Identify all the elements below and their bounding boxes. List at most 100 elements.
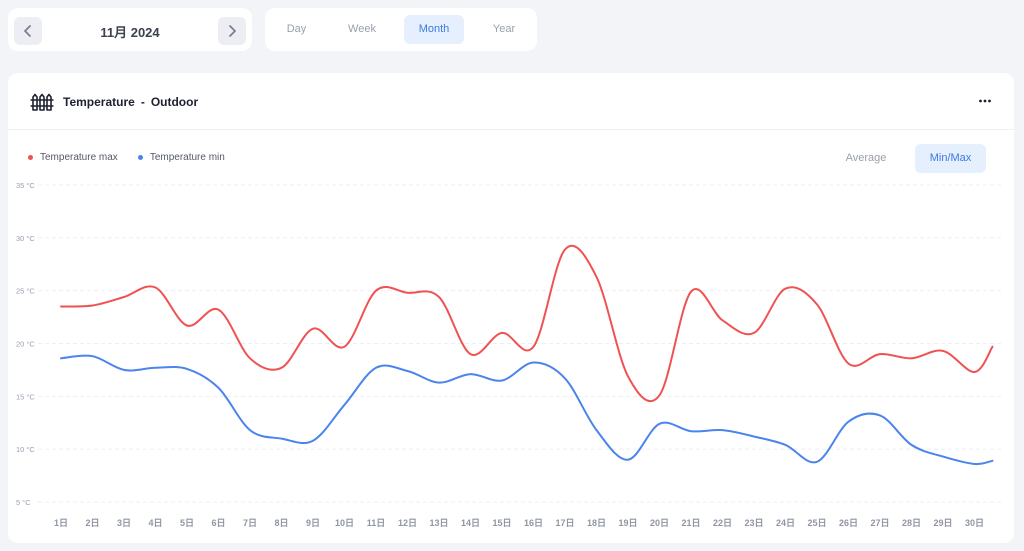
y-tick-label: 20 °C (16, 340, 35, 349)
x-tick-label: 21日 (681, 518, 700, 528)
x-tick-label: 12日 (398, 518, 417, 528)
previous-month-button[interactable] (14, 17, 42, 45)
x-tick-label: 2日 (85, 518, 99, 528)
data-point-min (122, 368, 126, 372)
x-tick-label: 1日 (54, 518, 68, 528)
data-point-max (59, 304, 63, 308)
data-point-min (657, 422, 661, 426)
legend-dot-min (137, 155, 143, 160)
data-point-max (500, 331, 504, 335)
x-tick-label: 22日 (713, 518, 732, 528)
data-point-max (468, 352, 472, 356)
tab-week[interactable]: Week (348, 23, 376, 35)
x-tick-label: 29日 (933, 518, 952, 528)
data-point-max (657, 393, 661, 397)
data-point-min (846, 419, 850, 423)
more-options-icon[interactable] (976, 92, 994, 110)
x-tick-label: 24日 (776, 518, 795, 528)
data-point-min (909, 443, 913, 447)
x-tick-label: 16日 (524, 518, 543, 528)
data-point-max (374, 288, 378, 292)
x-tick-label: 30日 (965, 518, 984, 528)
data-point-min (311, 439, 315, 443)
legend-label-max: Temperature max (40, 152, 118, 163)
x-tick-label: 17日 (555, 518, 574, 528)
tab-year[interactable]: Year (492, 23, 516, 35)
data-point-max (122, 295, 126, 299)
data-point-max (311, 327, 315, 331)
data-point-min (90, 354, 94, 358)
tab-month[interactable]: Month (404, 15, 464, 44)
x-tick-label: 19日 (618, 518, 637, 528)
data-point-max (689, 290, 693, 294)
temperature-line-chart: 5 °C 10 °C 15 °C 20 °C 25 °C 30 °C 35 °C 1日 2日 3日… (16, 181, 1004, 528)
legend-dot-max (28, 155, 33, 160)
data-point-min (248, 428, 252, 432)
data-point-max (972, 370, 976, 374)
data-point-min (59, 356, 63, 360)
data-point-max (90, 303, 94, 307)
minmax-toggle-button[interactable]: Min/Max (915, 144, 986, 173)
x-tick-label: 28日 (902, 518, 921, 528)
data-point-min (941, 454, 945, 458)
tab-day[interactable]: Day (286, 23, 307, 35)
x-tick-label: 9日 (306, 518, 320, 528)
data-point-max (720, 318, 724, 322)
data-point-min (153, 366, 157, 370)
data-point-min (815, 460, 819, 464)
temperature-card: Temperature - Outdoor Temperature max Temp… (8, 73, 1014, 543)
data-point-min (437, 380, 441, 384)
x-tick-label: 5日 (180, 518, 194, 528)
card-title: Temperature - Outdoor (63, 95, 198, 109)
data-point-max (846, 361, 850, 365)
title-separator: - (140, 95, 145, 109)
x-tick-label: 18日 (587, 518, 606, 528)
legend-item-min[interactable]: Temperature min (137, 152, 225, 163)
data-point-max (563, 247, 567, 251)
data-point-max (279, 366, 283, 370)
x-tick-label: 25日 (807, 518, 826, 528)
legend-item-max[interactable]: Temperature max (28, 152, 118, 163)
x-tick-label: 15日 (492, 518, 511, 528)
data-point-min (783, 443, 787, 447)
chevron-right-icon (229, 25, 236, 37)
x-tick-label: 26日 (839, 518, 858, 528)
y-tick-label: 30 °C (16, 234, 35, 243)
fence-icon (30, 93, 54, 111)
x-tick-label: 6日 (211, 518, 225, 528)
data-point-min (500, 378, 504, 382)
card-title-text: Temperature (63, 95, 135, 109)
legend-label-min: Temperature min (149, 152, 225, 163)
range-tabs: Day Week Month Year (265, 8, 537, 51)
data-point-max (531, 344, 535, 348)
current-month-label: 11月 2024 (100, 25, 160, 40)
data-point-max (815, 302, 819, 306)
series-line-min (60, 354, 994, 466)
x-tick-label: 20日 (650, 518, 669, 528)
x-tick-label: 13日 (429, 518, 448, 528)
y-tick-label: 15 °C (16, 392, 35, 401)
data-point-max (342, 344, 346, 348)
data-point-min (563, 376, 567, 380)
data-point-min (342, 403, 346, 407)
data-point-min (468, 372, 472, 376)
x-tick-label: 11日 (367, 518, 386, 528)
data-point-min (531, 360, 535, 364)
data-point-min (972, 462, 976, 466)
y-tick-label: 35 °C (16, 181, 35, 190)
data-point-min (689, 429, 693, 433)
data-point-min (626, 458, 630, 462)
data-point-max (405, 291, 409, 295)
x-tick-label: 23日 (744, 518, 763, 528)
card-header: Temperature - Outdoor (8, 73, 1014, 130)
data-point-max (437, 295, 441, 299)
series-line-max (60, 244, 994, 403)
average-toggle-button[interactable]: Average (845, 152, 887, 164)
data-point-max (941, 349, 945, 353)
x-tick-label: 7日 (243, 518, 257, 528)
x-tick-label: 27日 (870, 518, 889, 528)
data-point-max (878, 352, 882, 356)
y-tick-label: 5 °C (16, 498, 31, 507)
next-month-button[interactable] (218, 17, 246, 45)
card-subtitle: Outdoor (150, 95, 199, 109)
